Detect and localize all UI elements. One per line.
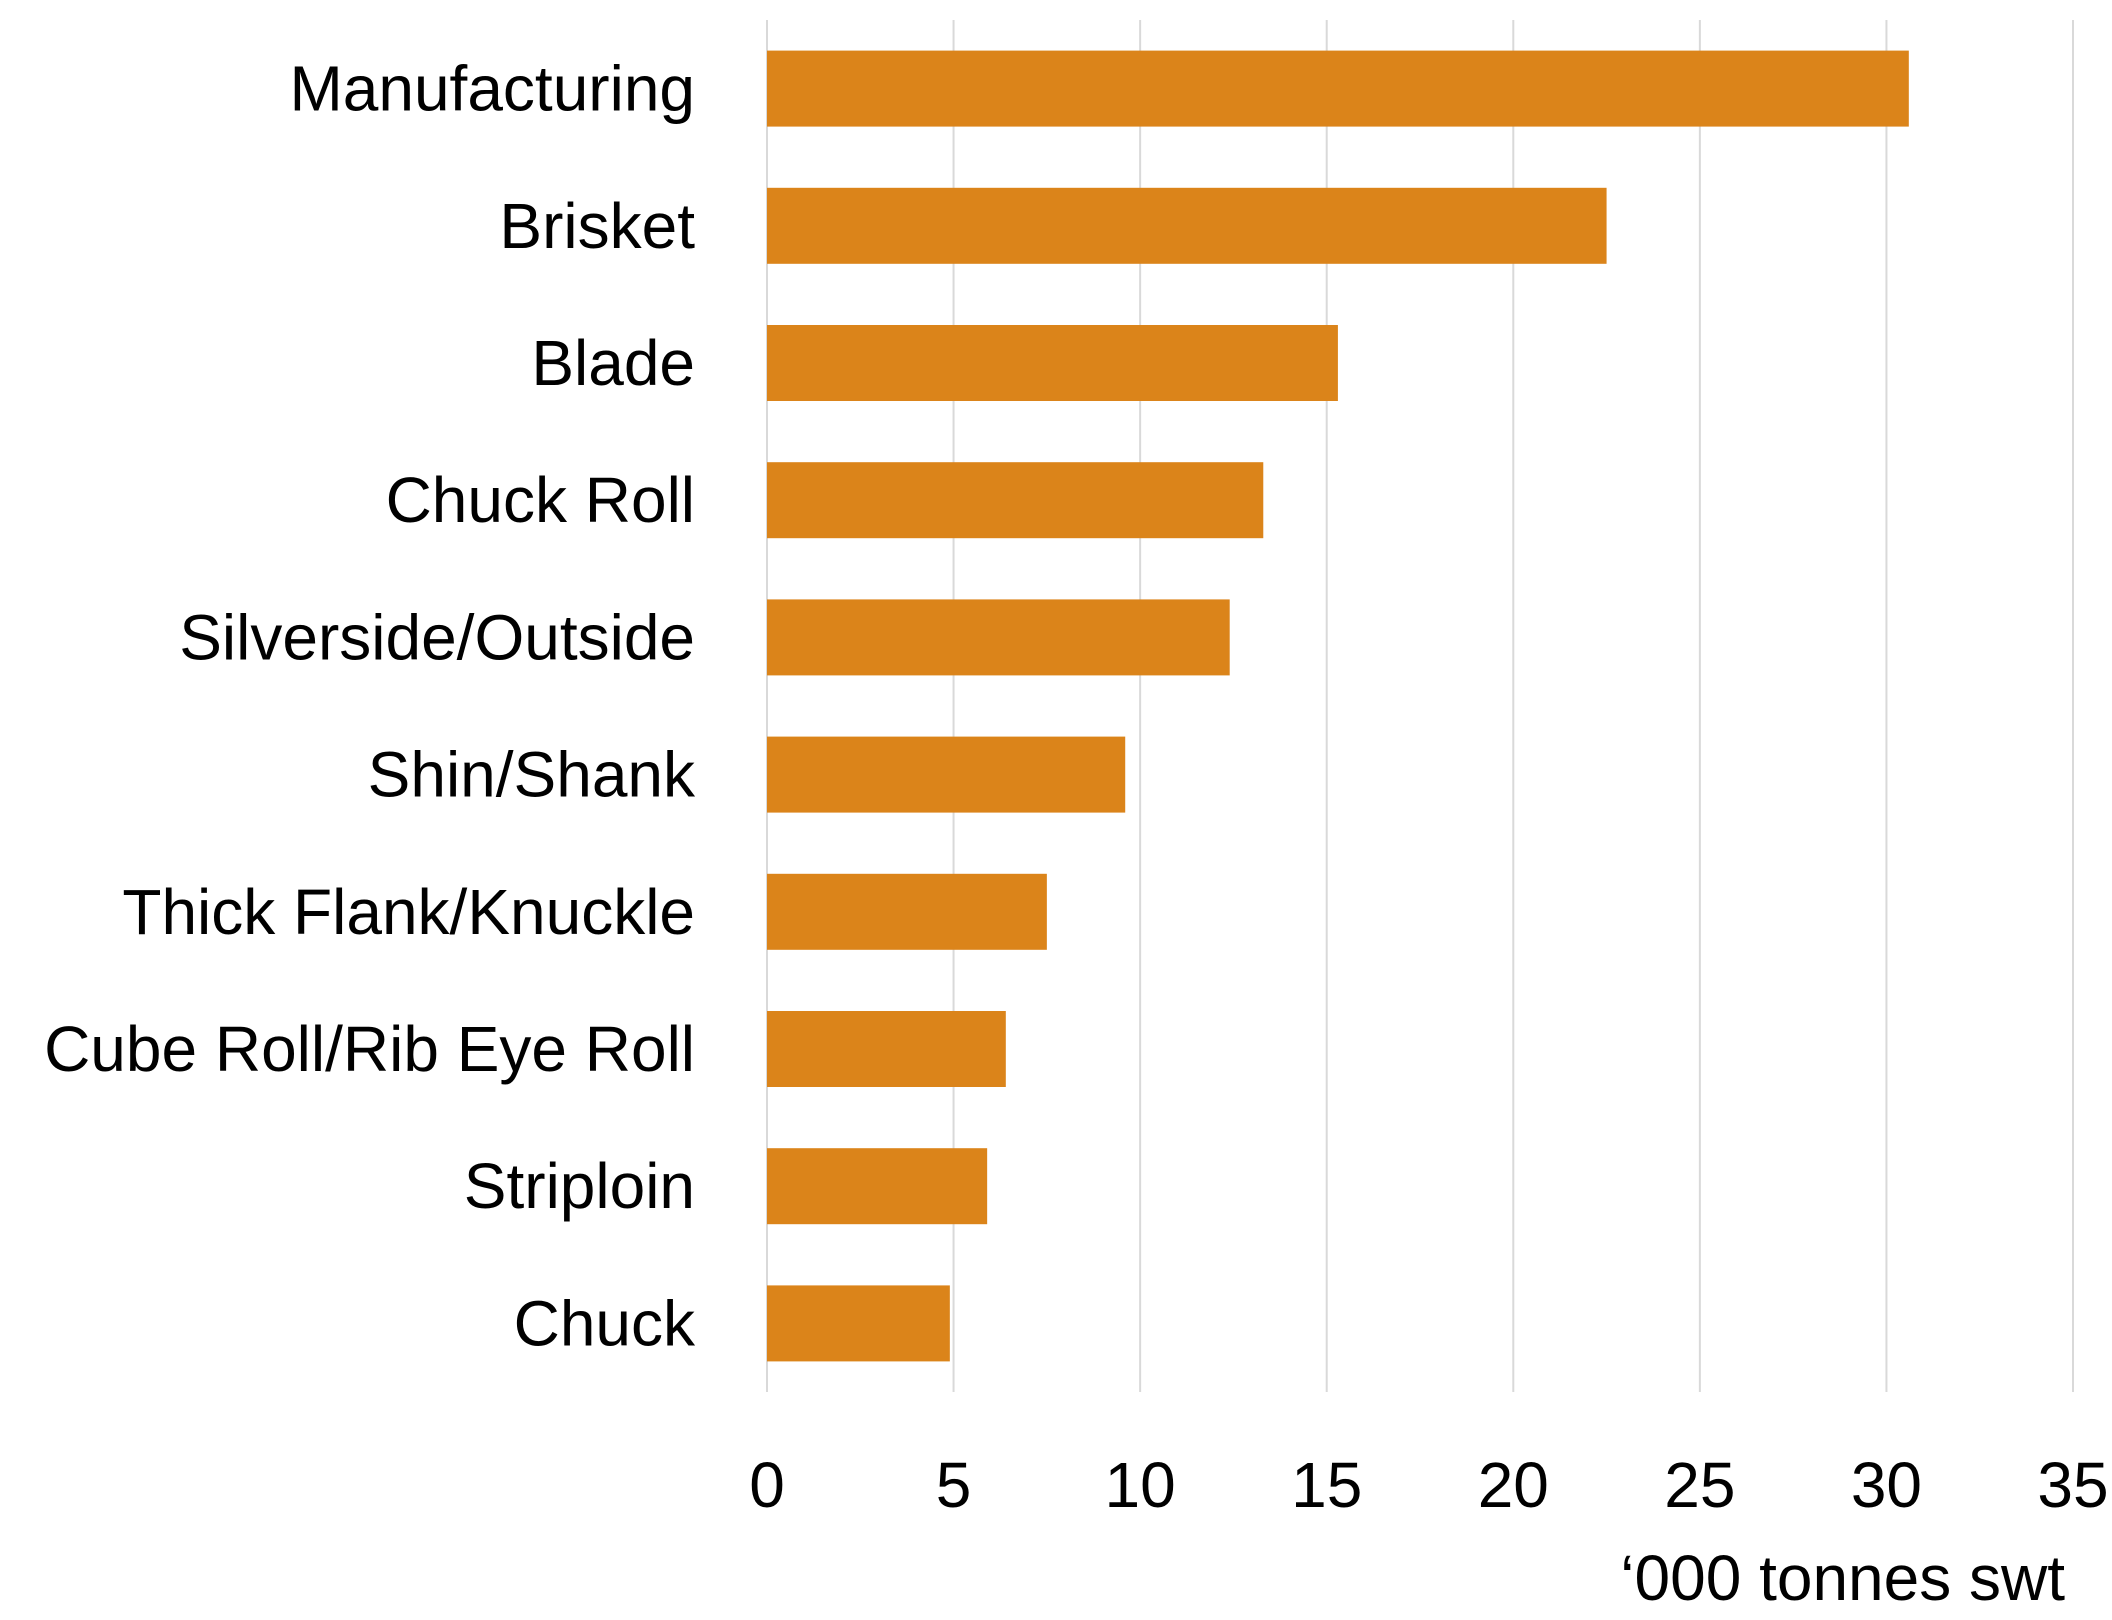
bar bbox=[767, 1148, 988, 1225]
category-label: Striploin bbox=[464, 1150, 695, 1222]
bar bbox=[767, 599, 1230, 676]
bar bbox=[767, 1011, 1006, 1087]
bar bbox=[767, 1285, 950, 1362]
category-label: Brisket bbox=[499, 190, 695, 262]
x-axis-title: ‘000 tonnes swt bbox=[1620, 1542, 2065, 1614]
bar bbox=[767, 325, 1338, 401]
category-label: Thick Flank/Knuckle bbox=[122, 876, 695, 948]
x-tick-label: 35 bbox=[2037, 1449, 2108, 1521]
category-label: Chuck bbox=[514, 1287, 696, 1359]
x-tick-label: 25 bbox=[1664, 1449, 1735, 1521]
bar bbox=[767, 187, 1607, 264]
category-label: Silverside/Outside bbox=[179, 601, 695, 673]
category-label: Blade bbox=[531, 327, 695, 399]
category-labels: Manufacturing Brisket Blade Chuck Roll Silve… bbox=[44, 53, 696, 1360]
x-tick-label: 5 bbox=[936, 1449, 972, 1521]
category-label: Manufacturing bbox=[289, 53, 695, 125]
bar bbox=[767, 50, 1909, 127]
x-tick-label: 30 bbox=[1851, 1449, 1922, 1521]
bar bbox=[767, 462, 1264, 539]
bar bbox=[767, 736, 1126, 813]
category-label: Cube Roll/Rib Eye Roll bbox=[44, 1013, 695, 1085]
x-tick-labels: 0 5 10 15 20 25 30 35 bbox=[749, 1449, 2108, 1521]
x-tick-label: 15 bbox=[1291, 1449, 1362, 1521]
category-label: Chuck Roll bbox=[386, 464, 695, 536]
x-tick-label: 10 bbox=[1105, 1449, 1176, 1521]
category-label: Shin/Shank bbox=[368, 739, 696, 811]
x-tick-label: 0 bbox=[749, 1449, 785, 1521]
x-tick-label: 20 bbox=[1478, 1449, 1549, 1521]
bars bbox=[767, 50, 1909, 1362]
bar bbox=[767, 873, 1047, 950]
